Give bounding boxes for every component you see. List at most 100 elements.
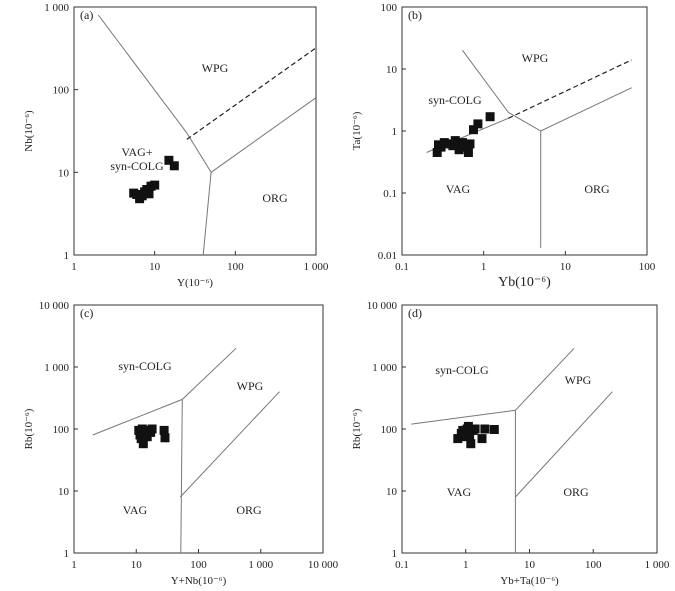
sample-point	[164, 155, 174, 165]
y-tick-label: 1	[64, 250, 70, 262]
x-tick-label: 10	[131, 559, 143, 571]
x-tick-label: 10	[560, 261, 572, 273]
x-tick-label: 1 000	[645, 559, 670, 571]
y-tick-label: 10 000	[367, 300, 398, 312]
plot-frame	[73, 304, 324, 554]
region-label: VAG	[123, 503, 148, 517]
x-tick-label: 10	[524, 559, 536, 571]
sample-point	[453, 434, 463, 444]
region-label: syn-COLG	[435, 363, 489, 377]
x-tick-label: 0.1	[395, 261, 409, 273]
field-boundary-line	[515, 391, 613, 498]
x-tick-label: 100	[190, 559, 207, 571]
field-boundary-line	[210, 97, 317, 173]
dashed-boundary-line	[508, 59, 632, 119]
y-tick-label: 1	[64, 548, 70, 560]
panel-c: 1 10 100 1 000 10 000 1 10 100 1 000 10 000 Y+Nb(1…	[23, 300, 339, 587]
y-tick-label: 100	[381, 2, 398, 14]
panel-tag: (d)	[408, 306, 422, 320]
region-label: WPG	[202, 61, 229, 75]
region-label: WPG	[565, 373, 592, 387]
x-tick-label: 100	[227, 261, 244, 273]
x-tick-label: 1 000	[304, 261, 329, 273]
y-tick-label: 1	[392, 126, 398, 138]
sample-point	[466, 439, 476, 449]
sample-point	[432, 148, 442, 157]
sample-point	[450, 136, 460, 146]
region-label: VAG	[447, 485, 472, 499]
field-boundary-line	[97, 14, 212, 256]
x-tick-label: 1 000	[248, 559, 273, 571]
sample-point	[463, 148, 473, 157]
y-tick-label: 10	[58, 167, 70, 179]
region-label: VAG	[446, 182, 471, 196]
x-tick-label: 0.1	[395, 559, 409, 571]
sample-point	[485, 112, 495, 122]
region-label: WPG	[522, 51, 549, 65]
sample-point	[480, 424, 490, 434]
region-label: ORG	[584, 182, 610, 196]
sample-point	[159, 425, 169, 435]
y-tick-label: 10	[58, 486, 70, 498]
sample-point	[489, 425, 499, 434]
field-boundary-line	[411, 347, 575, 425]
y-tick-label: 1	[392, 548, 398, 560]
plot-frame	[401, 304, 658, 554]
x-tick-label: 10	[149, 261, 161, 273]
y-axis-label: Nb(10⁻⁶)	[23, 110, 35, 152]
x-axis-label: Yb(10⁻⁶)	[498, 275, 551, 290]
sample-point	[473, 119, 483, 129]
region-label: syn-COLG	[428, 93, 482, 107]
x-tick-label: 10 000	[308, 559, 339, 571]
sample-point	[465, 430, 475, 440]
plot-frame	[73, 6, 317, 256]
y-axis-label: Ta(10⁻⁶)	[351, 111, 363, 150]
y-axis-label: Rb(10⁻⁶)	[351, 408, 363, 449]
sample-point	[465, 139, 475, 149]
y-tick-label: 10	[386, 64, 398, 76]
region-label: syn-COLG	[118, 359, 172, 373]
x-axis-label: Y(10⁻⁶)	[177, 277, 213, 289]
x-axis-label: Y+Nb(10⁻⁶)	[171, 575, 227, 587]
y-tick-label: 1 000	[44, 362, 69, 374]
x-tick-label: 1	[71, 559, 77, 571]
panel-tag: (b)	[408, 8, 422, 22]
sample-point	[463, 421, 473, 431]
field-boundary-line	[540, 87, 632, 132]
dashed-boundary-line	[186, 47, 317, 140]
y-tick-label: 1 000	[44, 2, 69, 14]
x-tick-label: 1	[463, 559, 469, 571]
panel-tag: (c)	[80, 306, 93, 320]
y-tick-label: 100	[53, 424, 70, 436]
panel-a: 1 10 100 1 000 1 10 100 1 000 Y(10⁻⁶) Nb(10⁻⁶) (a)…	[23, 2, 329, 289]
region-label: ORG	[262, 191, 288, 205]
field-boundary-line	[462, 50, 542, 248]
sample-point	[147, 424, 157, 434]
y-tick-label: 100	[53, 85, 70, 97]
x-tick-label: 100	[585, 559, 602, 571]
y-tick-label: 10	[386, 486, 398, 498]
sample-point	[144, 189, 154, 199]
y-tick-label: 0.1	[383, 188, 397, 200]
panel-tag: (a)	[80, 8, 93, 22]
sample-point	[439, 138, 449, 148]
sample-point	[160, 433, 170, 443]
x-tick-label: 1	[71, 261, 77, 273]
sample-point	[469, 125, 478, 135]
sample-point	[169, 161, 179, 171]
sample-point	[448, 141, 458, 151]
y-tick-label: 0.01	[378, 250, 397, 262]
sample-point	[477, 434, 487, 444]
sample-point	[138, 439, 148, 449]
x-tick-label: 1	[481, 261, 487, 273]
y-axis-label: Rb(10⁻⁶)	[23, 408, 35, 449]
sample-point	[150, 180, 160, 190]
sample-point	[454, 145, 464, 155]
field-boundary-line	[180, 399, 183, 554]
sample-point	[136, 434, 146, 444]
y-tick-label: 10 000	[39, 300, 70, 312]
panel-b: 0.1 1 10 1000.010.1110100Yb(10⁻⁶)Ta(10⁻⁶)(b…	[351, 2, 656, 290]
region-label: WPG	[237, 379, 264, 393]
